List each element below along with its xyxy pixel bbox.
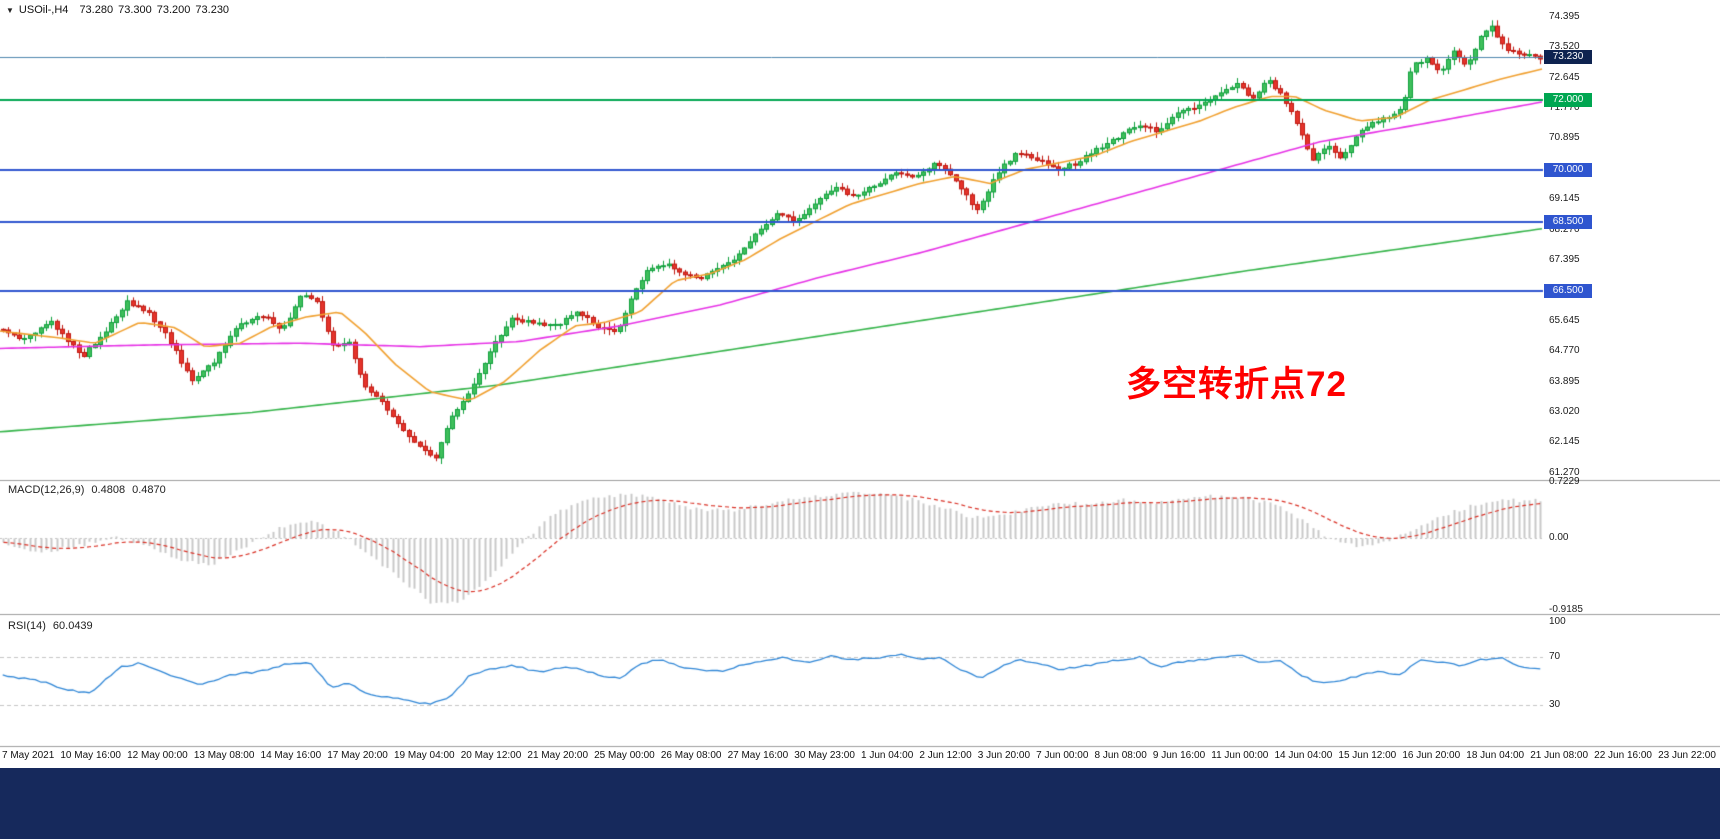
price-axis-label: 65.645 [1549, 314, 1580, 326]
macd-axis-label: 0.7229 [1549, 476, 1580, 487]
time-axis-label: 27 May 16:00 [727, 750, 789, 761]
macd-axis-label: 0.00 [1549, 532, 1569, 544]
time-axis-label: 23 Jun 22:00 [1658, 750, 1716, 761]
price-axis-label: 72.645 [1549, 71, 1580, 83]
time-axis-label: 16 Jun 20:00 [1402, 750, 1461, 761]
time-axis-label: 20 May 12:00 [460, 750, 522, 761]
time-axis-label: 9 Jun 16:00 [1152, 750, 1206, 761]
macd-value-main: 0.4808 [91, 484, 126, 496]
time-axis-label: 3 Jun 20:00 [977, 750, 1031, 761]
time-axis-label: 7 May 2021 [2, 750, 55, 761]
time-axis-label: 8 Jun 08:00 [1094, 750, 1147, 761]
price-axis-label: 63.020 [1549, 405, 1580, 417]
price-badge: 68.500 [1544, 214, 1592, 229]
rsi-axis-label: 100 [1549, 616, 1566, 627]
time-axis-label: 14 Jun 04:00 [1274, 750, 1333, 761]
indicator-axis-labels: 0.7229 0.00 -0.9185 100 70 30 [1549, 476, 1583, 710]
price-axis-label: 63.895 [1549, 375, 1580, 387]
price-axis-label: 70.895 [1549, 132, 1580, 144]
price-axis-label: 61.270 [1549, 466, 1580, 478]
price-axis-label: 74.395 [1549, 10, 1580, 22]
collapse-triangle-icon[interactable]: ▼ [6, 5, 14, 15]
time-axis-label: 22 Jun 16:00 [1594, 750, 1652, 761]
time-axis-label: 11 Jun 00:00 [1211, 750, 1269, 761]
price-badge: 73.230 [1544, 50, 1592, 65]
time-axis-label: 21 May 20:00 [527, 750, 589, 761]
price-axis[interactable]: 74.395 73.520 72.645 71.770 70.895 69.145 68.2… [0, 0, 1720, 768]
price-axis-label: 73.520 [1549, 41, 1580, 53]
time-axis-label: 18 Jun 04:00 [1466, 750, 1525, 761]
time-axis-label: 10 May 16:00 [60, 750, 121, 761]
ohlc-close: 73.230 [195, 4, 230, 16]
macd-value-signal: 0.4870 [132, 484, 166, 496]
time-axis-label: 12 May 00:00 [127, 750, 188, 761]
time-axis-label: 17 May 20:00 [327, 750, 388, 761]
time-axis-label: 7 Jun 00:00 [1036, 750, 1089, 761]
macd-axis-label: -0.9185 [1549, 604, 1583, 615]
time-axis-label: 19 May 04:00 [393, 750, 455, 761]
price-axis-label: 71.770 [1549, 102, 1580, 114]
price-axis-label: 68.270 [1549, 223, 1580, 235]
symbol-header: ▼ USOil-,H4 73.280 73.300 73.200 73.230 [6, 4, 229, 16]
macd-indicator-label: MACD(12,26,9) 0.4808 0.4870 [8, 484, 166, 496]
rsi-value: 60.0439 [52, 620, 93, 632]
time-axis-label: 21 Jun 08:00 [1530, 750, 1589, 761]
rsi-indicator-label: RSI(14) 60.0439 [8, 620, 93, 632]
time-axis-label: 15 Jun 12:00 [1338, 750, 1397, 761]
price-badge: 70.000 [1544, 162, 1592, 177]
chart-annotation-text[interactable]: 多空转折点72 [1126, 365, 1347, 404]
price-axis-label: 69.145 [1549, 193, 1580, 205]
rsi-axis-label: 30 [1549, 698, 1561, 710]
ohlc-high: 73.300 [118, 4, 152, 16]
bottom-taskbar [0, 768, 1720, 839]
price-badge: 72.000 [1544, 93, 1592, 108]
chart-canvas[interactable] [0, 0, 1720, 768]
time-axis[interactable]: 7 May 2021 10 May 16:00 12 May 00:00 13 May… [2, 750, 1716, 761]
time-axis-label: 13 May 08:00 [193, 750, 255, 761]
time-axis-label: 26 May 08:00 [660, 750, 722, 761]
time-axis-label: 30 May 23:00 [794, 750, 855, 761]
time-axis-label: 14 May 16:00 [260, 750, 322, 761]
time-axis-label: 2 Jun 12:00 [919, 750, 972, 761]
price-badge: 66.500 [1544, 284, 1592, 299]
rsi-label-text: RSI(14) [8, 620, 46, 632]
ohlc-low: 73.200 [156, 4, 191, 16]
time-axis-label: 25 May 00:00 [594, 750, 655, 761]
time-axis-label: 1 Jun 04:00 [861, 750, 914, 761]
price-axis-label: 62.145 [1549, 436, 1580, 448]
ohlc-open: 73.280 [79, 4, 114, 16]
price-axis-label: 64.770 [1549, 345, 1580, 357]
symbol-timeframe-label: USOil-,H4 [18, 4, 69, 16]
price-axis-label: 67.395 [1549, 254, 1580, 266]
macd-label-text: MACD(12,26,9) [8, 484, 85, 496]
rsi-axis-label: 70 [1549, 651, 1561, 663]
